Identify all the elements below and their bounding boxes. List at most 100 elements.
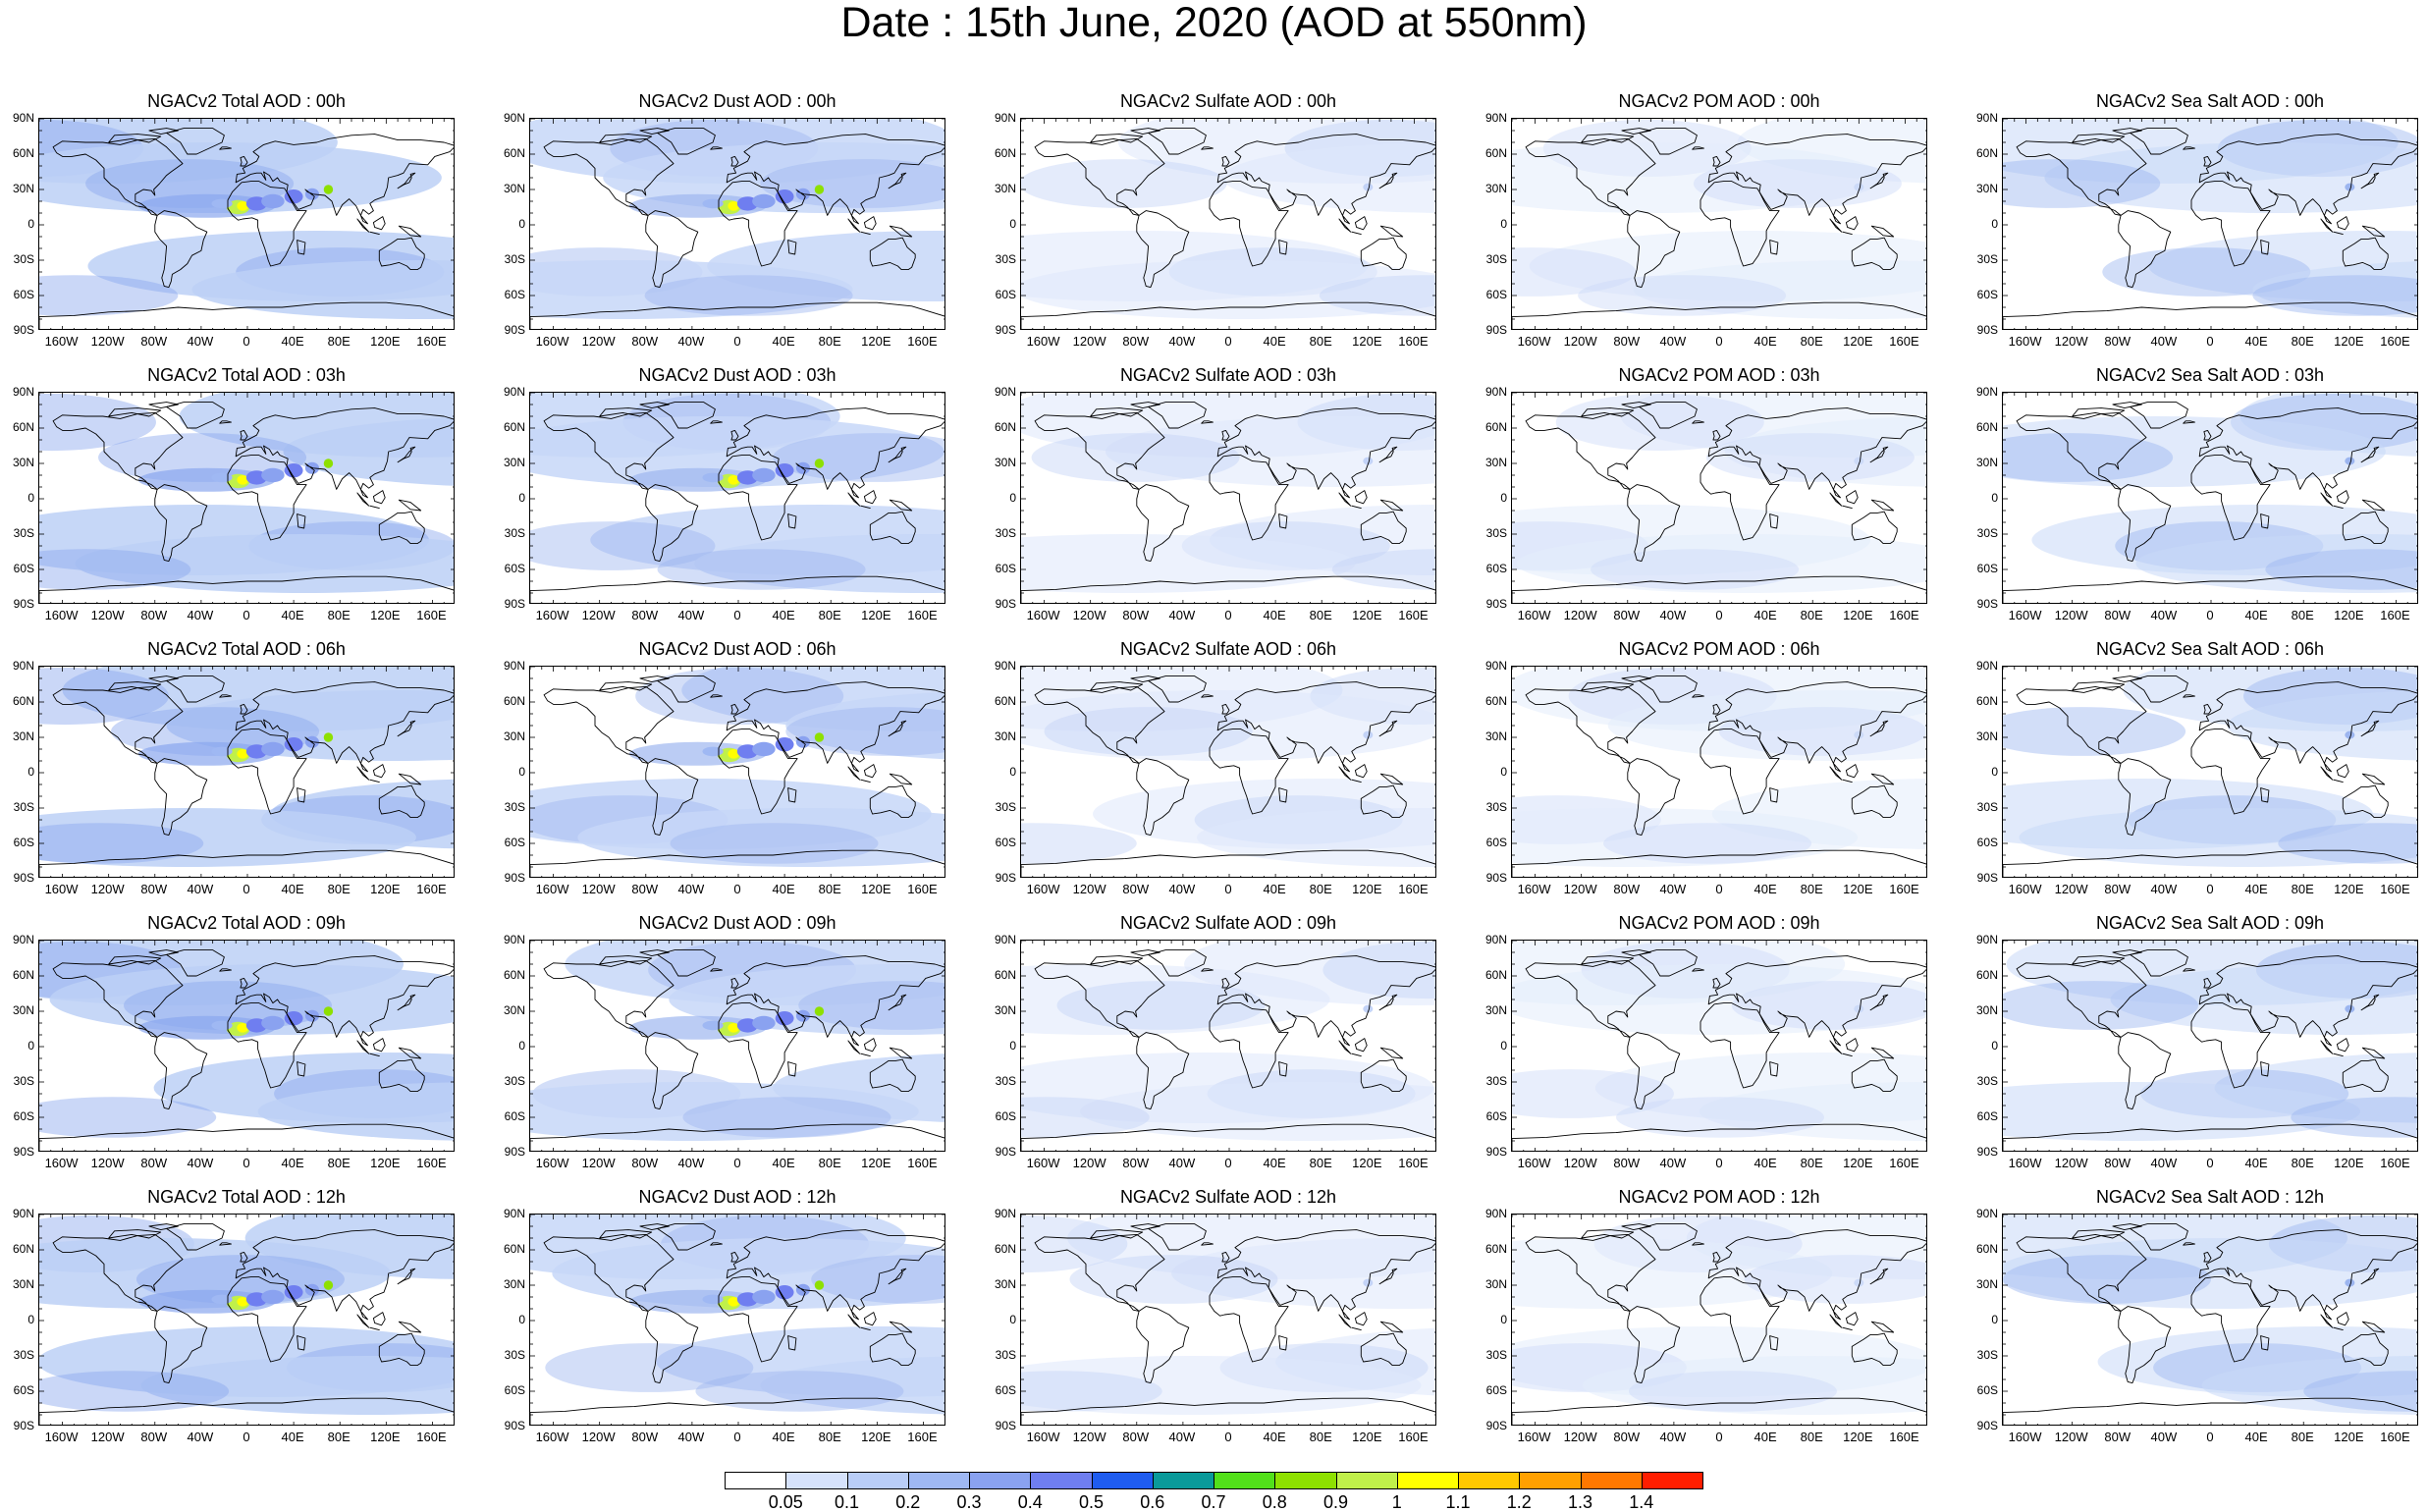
aod-field — [1699, 1082, 1926, 1141]
longitude-label: 120E — [1843, 334, 1873, 349]
panel-title: NGACv2 Sea Salt AOD : 03h — [2095, 365, 2325, 385]
coastline — [860, 779, 871, 783]
latitude-label: 90S — [1485, 871, 1507, 885]
longitude-label: 120W — [90, 882, 125, 896]
coastline — [1338, 1040, 1352, 1054]
longitude-label: 0 — [1715, 334, 1723, 349]
coastline — [2320, 766, 2334, 781]
latitude-label: 90S — [13, 871, 34, 885]
coastline — [1627, 1032, 1681, 1110]
longitude-label: 80W — [1122, 334, 1150, 349]
latitude-label: 90N — [994, 111, 1016, 125]
dust-hotspot — [237, 749, 249, 759]
coastline — [372, 764, 386, 779]
coastline — [235, 407, 454, 499]
longitude-label: 40W — [2150, 1430, 2178, 1444]
coastline — [543, 411, 674, 490]
coastline — [1512, 301, 1926, 329]
latitude-label: 30S — [504, 252, 525, 266]
aod-field — [1724, 416, 1926, 487]
longitude-label: 160W — [2008, 334, 2042, 349]
longitude-label: 40E — [1263, 608, 1286, 622]
aod-field — [39, 808, 416, 867]
aod-spot — [2345, 1004, 2355, 1013]
longitude-label: 0 — [243, 1430, 250, 1444]
dust-hotspot — [211, 472, 233, 483]
coastline — [166, 128, 225, 155]
colorbar-cell — [1030, 1472, 1093, 1489]
coastline — [2260, 1335, 2270, 1351]
map-panel — [38, 666, 455, 878]
coastline — [154, 1032, 208, 1110]
coastline — [378, 237, 425, 271]
coastline — [726, 407, 944, 499]
coastline — [369, 1326, 380, 1331]
longitude-label: 0 — [1715, 1430, 1723, 1444]
longitude-label: 80E — [818, 882, 841, 896]
coastline — [1130, 949, 1160, 957]
longitude-label: 0 — [1715, 608, 1723, 622]
longitude-label: 80E — [1800, 1156, 1823, 1170]
colorbar-label: 0.8 — [1262, 1492, 1287, 1512]
coastline — [1581, 681, 1635, 691]
coastline — [1700, 1276, 1780, 1363]
coastline — [1378, 1268, 1398, 1285]
coastline — [1769, 513, 1779, 529]
longitude-label: 80E — [1309, 882, 1332, 896]
dust-hotspot — [775, 1011, 794, 1026]
coastline — [1360, 237, 1407, 271]
longitude-label: 80W — [631, 608, 659, 622]
aod-field — [670, 823, 879, 864]
latitude-label: 60N — [994, 968, 1016, 982]
longitude-label: 160E — [907, 882, 938, 896]
latitude-label: 60N — [994, 146, 1016, 160]
map-panel — [38, 1214, 455, 1426]
latitude-label: 60S — [1485, 1383, 1507, 1397]
coastline — [397, 994, 416, 1011]
coastline — [39, 849, 454, 877]
panel-title: NGACv2 Sulfate AOD : 03h — [1119, 365, 1337, 385]
coastline — [657, 675, 716, 703]
dust-hotspot — [728, 475, 740, 485]
latitude-label: 0 — [518, 765, 525, 779]
aod-field — [1578, 275, 1787, 316]
map-panel — [529, 666, 945, 878]
latitude-label: 90S — [1485, 1419, 1507, 1432]
coastline — [52, 959, 184, 1038]
dust-hotspot — [284, 1011, 303, 1026]
longitude-label: 0 — [733, 1156, 741, 1170]
longitude-label: 0 — [243, 608, 250, 622]
colorbar-label: 0.7 — [1201, 1492, 1226, 1512]
aod-field — [2003, 1238, 2417, 1309]
longitude-label: 40W — [1659, 1156, 1687, 1170]
latitude-label: 60S — [995, 836, 1016, 849]
longitude-label: 80W — [1613, 1430, 1641, 1444]
map-panel — [1020, 118, 1436, 330]
coastline — [645, 758, 699, 837]
longitude-label: 80W — [631, 1430, 659, 1444]
longitude-label: 80W — [2104, 882, 2131, 896]
dust-hotspot — [261, 1015, 285, 1031]
longitude-label: 80E — [2291, 1430, 2314, 1444]
longitude-label: 120E — [861, 334, 891, 349]
aod-spot — [1363, 1004, 1374, 1013]
longitude-label: 80E — [327, 882, 351, 896]
latitude-label: 90S — [504, 597, 525, 611]
map-panel — [1020, 666, 1436, 878]
latitude-label: 90N — [994, 659, 1016, 673]
longitude-label: 120W — [1072, 1430, 1106, 1444]
longitude-label: 40E — [1754, 1156, 1777, 1170]
coastline — [1090, 407, 1144, 417]
longitude-label: 40E — [1263, 334, 1286, 349]
longitude-label: 40W — [1659, 608, 1687, 622]
coastline — [240, 155, 248, 167]
dust-hotspot — [323, 1280, 334, 1290]
colorbar-cell — [1641, 1472, 1703, 1489]
longitude-label: 120E — [1843, 882, 1873, 896]
coastline — [1829, 766, 1843, 781]
map-panel — [38, 392, 455, 604]
longitude-label: 0 — [2206, 334, 2214, 349]
coastline — [2333, 1053, 2344, 1057]
coastline — [369, 505, 380, 510]
coastline — [2203, 429, 2212, 441]
